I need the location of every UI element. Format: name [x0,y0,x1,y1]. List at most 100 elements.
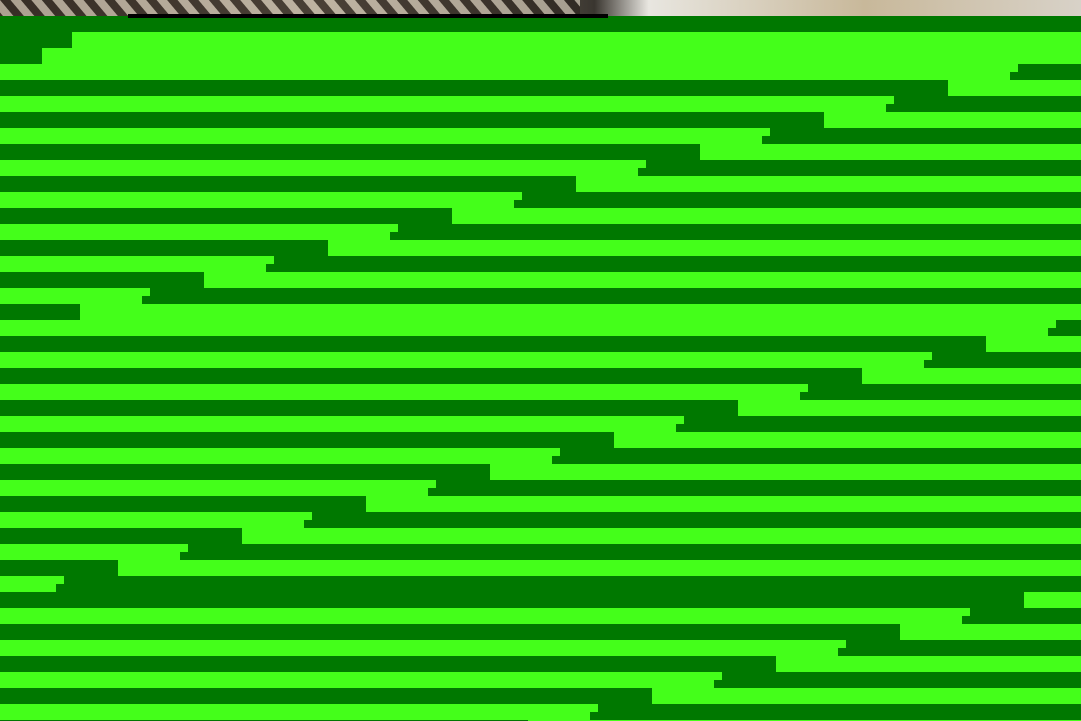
glitch-band [598,704,1081,720]
glitch-band [328,240,344,256]
glitch-band [0,640,846,656]
glitch-band [614,432,630,448]
glitch-band [0,224,398,240]
photo-stripes [0,0,580,16]
glitch-band [0,608,970,624]
glitch-bands [0,32,1081,721]
glitch-band [0,336,994,352]
glitch-band [700,144,716,160]
glitch-band [900,624,916,640]
glitch-band [0,144,708,160]
glitch-band [660,688,1081,704]
glitch-band [118,560,134,576]
glitch-band [1032,592,1081,608]
glitch-band [0,32,1081,48]
glitch-band [0,592,1032,608]
glitch-band [498,464,1081,480]
glitch-band [312,512,1081,528]
glitch-band [42,48,58,64]
glitch-band [0,400,746,416]
glitch-band [862,368,878,384]
glitch-band [522,192,1081,208]
glitch-band [0,112,832,128]
glitch-band [722,672,1081,688]
glitch-band [0,128,770,144]
glitch-band [452,208,468,224]
glitch-band [708,144,1081,160]
glitch-band [0,560,126,576]
glitch-band [652,688,668,704]
glitch-band [0,480,436,496]
glitch-band [986,336,1002,352]
glitch-band [832,112,1081,128]
glitch-band [0,448,560,464]
glitch-band [908,624,1081,640]
glitch-band [970,608,1081,624]
glitch-band [770,128,1081,144]
glitch-band [336,240,1081,256]
glitch-band [738,400,754,416]
glitch-band [560,448,1081,464]
glitch-band [746,400,1081,416]
glitch-band [0,352,932,368]
glitch-band [50,48,1081,64]
glitch-band [590,712,606,721]
glitch-band [0,96,894,112]
glitch-band [0,240,336,256]
glitch-band [808,384,1081,400]
glitch-band [784,656,1081,672]
glitch-band [490,464,506,480]
glitch-band [932,352,1081,368]
glitch-band [88,304,1081,320]
glitch-band [0,704,598,720]
glitch-band [274,256,1081,272]
glitch-band [0,544,188,560]
glitch-band [684,416,1081,432]
glitch-band [0,496,374,512]
glitch-band [0,80,956,96]
glitch-band [894,96,1081,112]
glitch-band [0,48,50,64]
glitch-band [0,624,908,640]
glitch-band [0,416,684,432]
glitch-band [126,560,1081,576]
glitch-band [0,528,250,544]
glitch-band [188,544,1081,560]
glitch-band [0,320,1056,336]
glitch-band [398,224,1081,240]
glitch-band [0,384,808,400]
glitch-band [0,432,622,448]
glitch-band [0,64,1018,80]
glitch-band [0,192,522,208]
glitch-band [870,368,1081,384]
glitch-band [1024,592,1040,608]
glitch-band [250,528,1081,544]
glitch-band [460,208,1081,224]
glitch-band [204,272,220,288]
glitch-band [0,256,274,272]
glitch-band [0,32,72,48]
glitch-band [576,176,592,192]
glitch-band [776,656,792,672]
glitch-band [948,80,964,96]
glitch-band [0,368,870,384]
glitch-band [846,640,1081,656]
glitch-band [646,160,1081,176]
glitch-band [0,656,784,672]
glitch-band [824,112,840,128]
glitch-band [0,464,498,480]
glitch-band [436,480,1081,496]
glitch-band [622,432,1081,448]
glitch-band [0,208,460,224]
glitch-band [212,272,1081,288]
glitch-band [64,576,1081,592]
glitch-band [0,272,212,288]
glitch-band [994,336,1081,352]
glitch-band [0,512,312,528]
glitch-band [0,288,150,304]
glitch-band [0,176,584,192]
glitch-band [374,496,1081,512]
